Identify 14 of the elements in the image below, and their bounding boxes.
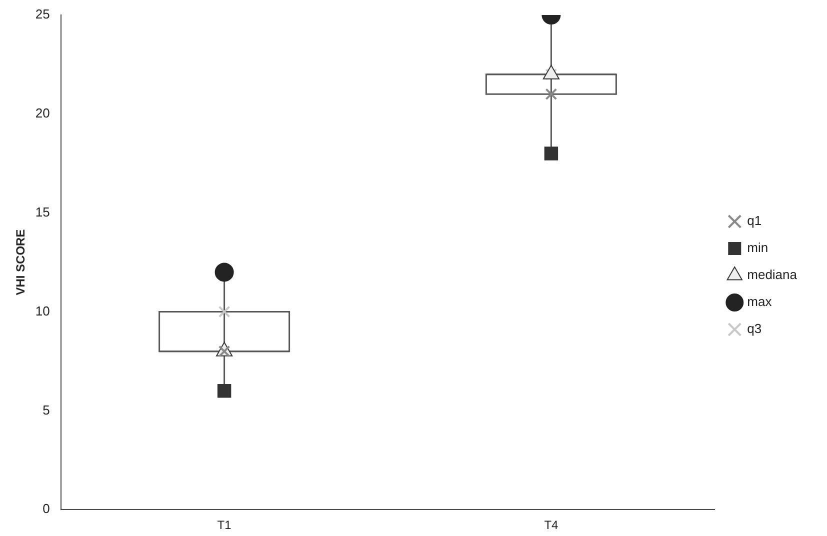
legend-label: min [747,240,768,256]
y-tick-label: 0 [42,501,50,516]
y-tick-label: 10 [35,303,50,318]
y-tick-label: 25 [35,6,50,22]
legend-label: mediana [747,267,798,282]
x-tick-label: T4 [544,518,559,532]
y-tick-label: 20 [35,106,50,120]
y-axis-title: VHI SCORE [14,229,28,296]
x-tick-label: T1 [217,518,232,532]
legend-label: q3 [747,321,762,336]
legend-label: max [747,294,772,310]
y-tick-label: 5 [42,402,50,418]
legend-label: q1 [747,213,762,228]
y-tick-label: 15 [35,204,50,220]
